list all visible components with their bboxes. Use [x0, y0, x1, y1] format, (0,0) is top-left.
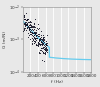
X-axis label: f (Hz): f (Hz)	[51, 80, 63, 84]
Y-axis label: G (m/N): G (m/N)	[4, 31, 8, 48]
